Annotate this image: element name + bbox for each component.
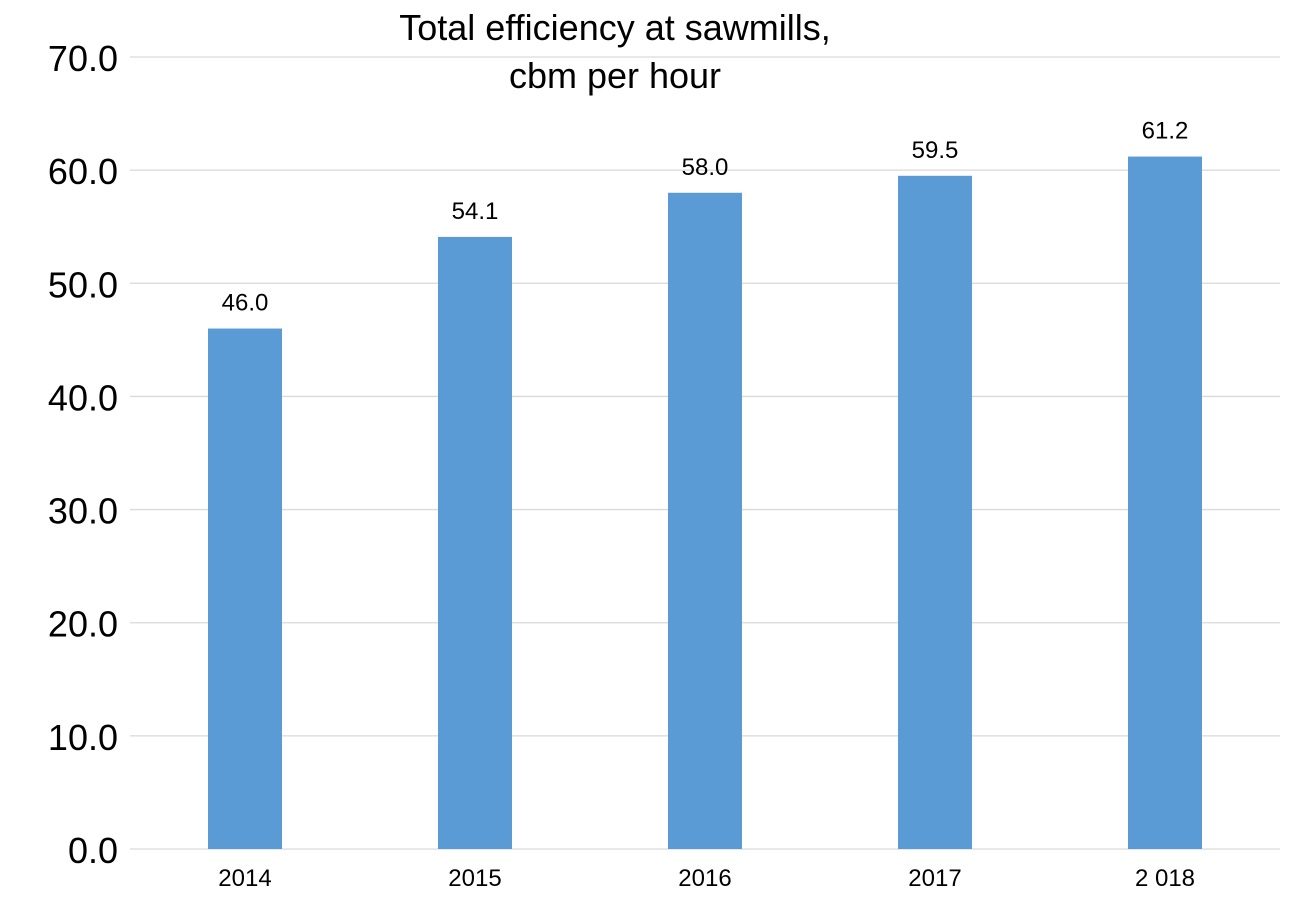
- data-label: 61.2: [1142, 118, 1189, 145]
- x-tick-label: 2015: [448, 865, 501, 892]
- chart-title-line-1: Total efficiency at sawmills,: [399, 7, 831, 48]
- chart-title-line-2: cbm per hour: [508, 55, 722, 96]
- y-tick-label: 70.0: [48, 38, 118, 79]
- bar: [898, 175, 972, 850]
- data-label: 46.0: [222, 290, 269, 317]
- y-tick-label: 20.0: [48, 604, 118, 645]
- y-tick-label: 40.0: [48, 377, 118, 418]
- y-tick-label: 10.0: [48, 717, 118, 758]
- bar: [438, 236, 512, 849]
- chart-title: Total efficiency at sawmills, cbm per ho…: [365, 4, 865, 100]
- y-tick-label: 0.0: [68, 830, 118, 871]
- y-tick-label: 30.0: [48, 491, 118, 532]
- x-tick-label: 2016: [678, 865, 731, 892]
- y-axis-tick-labels: 0.0 10.0 20.0 30.0 40.0 50.0 60.0 70.0: [48, 38, 118, 871]
- x-axis-tick-labels: 2014 2015 2016 2017 2 018: [218, 865, 1195, 892]
- x-tick-label: 2014: [218, 865, 271, 892]
- bar: [208, 328, 282, 849]
- data-label: 59.5: [912, 137, 959, 164]
- data-labels: 46.0 54.1 58.0 59.5 61.2: [222, 118, 1189, 317]
- bar: [1128, 156, 1202, 849]
- data-label: 54.1: [452, 198, 499, 225]
- bar: [668, 192, 742, 849]
- y-tick-label: 60.0: [48, 151, 118, 192]
- x-tick-label: 2 018: [1135, 865, 1195, 892]
- data-label: 58.0: [682, 154, 729, 181]
- x-tick-label: 2017: [908, 865, 961, 892]
- bars: [208, 156, 1202, 850]
- y-tick-label: 50.0: [48, 264, 118, 305]
